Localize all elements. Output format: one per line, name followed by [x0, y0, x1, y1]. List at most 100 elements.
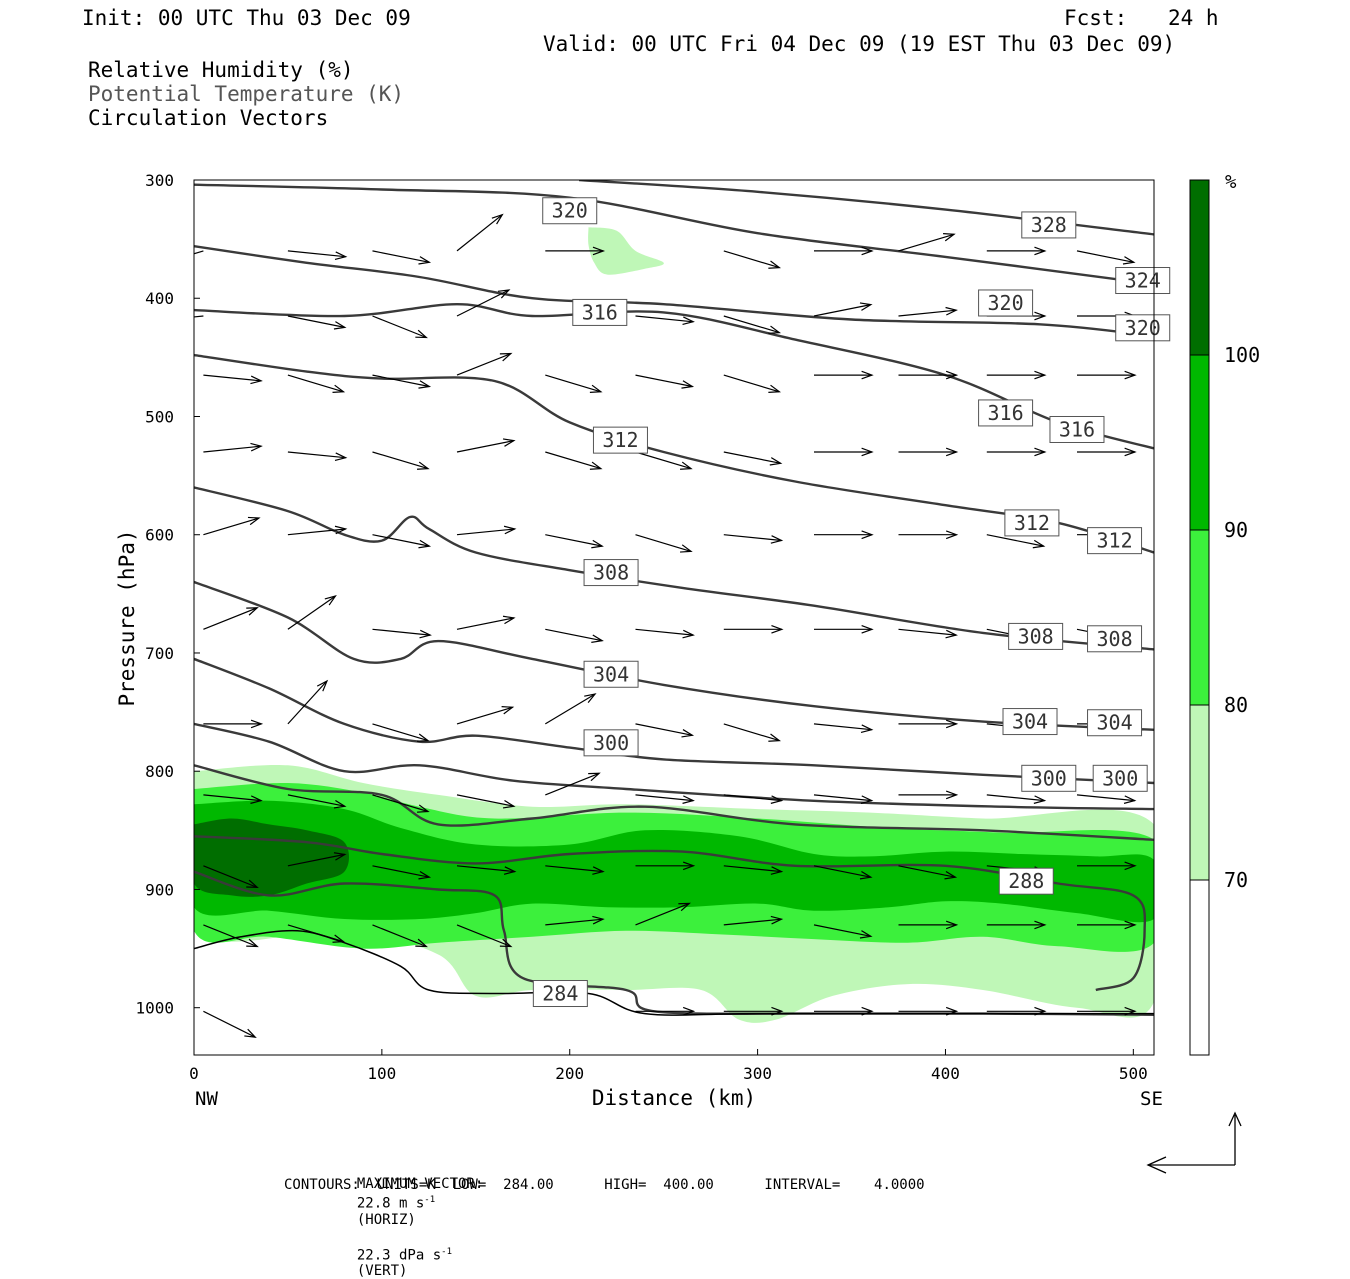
vector-8-0: [203, 865, 259, 889]
vector-1-5: [635, 315, 695, 326]
vector-2-6: [723, 374, 782, 394]
vector-6-6: [723, 723, 782, 742]
theta-label-300-1: 300: [1031, 766, 1067, 790]
vector-4-4: [545, 534, 604, 549]
vector-4-7: [814, 530, 874, 540]
theta-label-box-312-1: [1004, 509, 1060, 537]
theta-label-box-288-0: [998, 867, 1054, 895]
x-axis-label: Distance (km): [592, 1086, 756, 1110]
vector-7-10: [1076, 794, 1137, 804]
theta-label-316-2: 316: [1059, 417, 1095, 441]
theta-label-320-1: 320: [988, 291, 1024, 315]
theta-label-box-316-1: [978, 399, 1034, 427]
plot-frame: [193, 179, 1155, 1056]
vector-7-7: [813, 794, 874, 804]
theta-label-308-0: 308: [593, 561, 629, 585]
vector-7-8: [898, 790, 959, 800]
vector-3-5: [635, 451, 693, 470]
colorbar-label-70: 70: [1224, 868, 1248, 892]
contours-info: CONTOURS: UNITS=K LOW= 284.00 HIGH= 400.…: [284, 1177, 925, 1193]
vector-10-5: [635, 1006, 696, 1016]
theta-label-320-0: 320: [552, 199, 588, 223]
max-vector-horiz-tag: (HORIZ): [356, 1211, 416, 1228]
vector-9-1: [287, 924, 346, 943]
colorbar-segment-3: [1190, 355, 1209, 530]
colorbar-segment-1: [1190, 705, 1209, 880]
vector-4-8: [898, 530, 959, 540]
vector-1-3: [456, 289, 511, 317]
x-tick-label-300: 300: [743, 1064, 772, 1083]
vector-3-10: [1077, 447, 1137, 457]
theta-label-box-320-1: [978, 289, 1034, 317]
x-tick-label-0: 0: [189, 1064, 199, 1083]
vector-5-2: [372, 628, 432, 639]
relative-humidity-fill: [194, 227, 1154, 1023]
x-end-right-label: SE: [1140, 1088, 1163, 1110]
theta-label-box-304-2: [1087, 709, 1143, 737]
colorbar-label-90: 90: [1224, 518, 1248, 542]
vector-6-3: [456, 706, 515, 725]
theta-label-box-304-0: [583, 660, 639, 688]
vector-7-0: [203, 794, 263, 804]
vector-3-1: [287, 451, 348, 462]
vector-3-7: [814, 447, 874, 457]
theta-label-284-0: 284: [542, 982, 578, 1006]
vector-2-3: [456, 352, 513, 376]
theta-label-box-304-1: [1002, 708, 1058, 736]
theta-contour-308: [194, 486, 1154, 651]
theta-label-308-2: 308: [1096, 627, 1132, 651]
max-vector-label: MAXIMUM VECTOR:: [356, 1176, 484, 1192]
y-tick-label-500: 500: [145, 407, 174, 426]
vector-6-1: [287, 679, 329, 725]
theta-label-316-1: 316: [988, 401, 1024, 425]
vector-5-3: [456, 615, 516, 630]
theta-label-box-300-0: [583, 729, 639, 757]
vector-3-9: [986, 447, 1047, 457]
x-end-left-label: NW: [195, 1088, 218, 1110]
vector-9-6: [723, 915, 784, 926]
vector-6-8: [898, 719, 959, 729]
forecast-hour-value: 24 h: [1168, 6, 1219, 30]
vector-3-0: [203, 442, 263, 453]
vector-3-8: [898, 447, 959, 457]
theta-label-box-320-2: [1115, 314, 1171, 342]
vector-7-6: [723, 794, 784, 804]
vector-2-0: [203, 374, 263, 385]
vector-8-4: [545, 865, 605, 875]
x-tick-label-100: 100: [367, 1064, 396, 1083]
vector-3-4: [545, 451, 603, 470]
vector-10-7: [814, 1006, 874, 1016]
y-tick-label-700: 700: [145, 644, 174, 663]
vector-2-7: [814, 370, 874, 380]
theta-label-box-324-0: [1115, 267, 1171, 295]
vector-4-3: [456, 525, 517, 536]
theta-label-box-312-0: [592, 426, 648, 454]
theta-label-300-0: 300: [593, 731, 629, 755]
theta-contour-304: [194, 580, 1154, 731]
vector-10-8: [898, 1006, 959, 1016]
vector-0-6: [723, 250, 782, 269]
vector-6-0: [203, 719, 264, 729]
contour-labels: 328 324 320 320 320 316 316 316 312 312 312 308 308 3…: [532, 197, 1171, 1008]
field-circulation-vectors: Circulation Vectors: [88, 106, 329, 130]
theta-contour-300: [194, 657, 1154, 785]
vector-6-2: [372, 723, 430, 742]
vector-0-8: [898, 233, 956, 252]
theta-label-box-312-2: [1087, 527, 1143, 555]
vector-2-9: [986, 370, 1047, 380]
vector-2-2: [372, 374, 432, 389]
theta-label-304-1: 304: [1012, 710, 1048, 734]
field-potential-temperature: Potential Temperature (K): [88, 82, 405, 106]
vector-2-5: [635, 374, 695, 389]
vector-9-7: [813, 924, 873, 939]
vector-1-8: [898, 306, 958, 317]
vector-1-0: [194, 315, 204, 318]
vector-1-6: [723, 315, 782, 334]
theta-label-box-308-1: [1008, 622, 1064, 650]
y-tick-label-900: 900: [145, 880, 174, 899]
vector-8-5: [635, 861, 696, 871]
theta-label-box-300-2: [1092, 764, 1148, 792]
colorbar-segment-2: [1190, 530, 1209, 705]
colorbar-unit: %: [1225, 171, 1237, 193]
